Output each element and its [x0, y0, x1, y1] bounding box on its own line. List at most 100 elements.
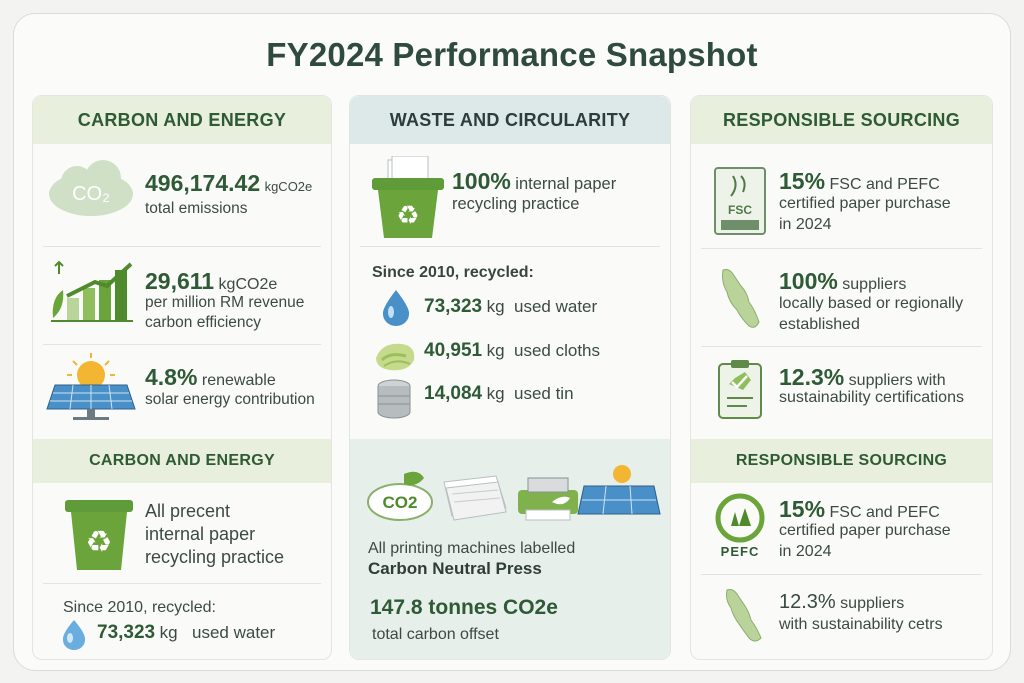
svg-text:CO₂: CO₂ — [72, 183, 110, 205]
certificate-clipboard-icon — [718, 360, 762, 419]
divider — [701, 346, 982, 347]
carbon-energy-header-2: CARBON AND ENERGY — [33, 439, 331, 483]
fsc-line2: certified paper purchase — [779, 195, 951, 212]
fsc-logo-icon: FSC — [714, 167, 766, 235]
fsc-label: FSC and PEFC — [829, 176, 940, 193]
responsible-sourcing-panel: RESPONSIBLE SOURCING FSC 15% FSC and PEF… — [690, 95, 993, 660]
press-line2: Carbon Neutral Press — [368, 559, 542, 578]
cloths-label: used cloths — [514, 341, 600, 360]
page-title: FY2024 Performance Snapshot — [266, 36, 758, 73]
pefc-line3: in 2024 — [779, 543, 832, 560]
efficiency-value: 29,611 — [145, 268, 215, 294]
fsc-pefc-stat: 15% FSC and PEFC — [779, 168, 940, 195]
efficiency-line1: per million RM revenue — [145, 294, 305, 311]
pefc-logo-icon: PEFC — [715, 493, 765, 559]
divider — [701, 248, 982, 249]
local-suppliers-stat: 100% suppliers — [779, 268, 906, 295]
efficiency-line2: carbon efficiency — [145, 314, 262, 331]
waste-circularity-header: WASTE AND CIRCULARITY — [350, 96, 670, 144]
co2-leaf-icon: CO2 — [367, 471, 433, 521]
fsc-value: 15% — [779, 168, 826, 194]
suppliers-certs-line2: with sustainability cetrs — [779, 616, 943, 633]
emissions-value: 496,174.42 — [145, 170, 261, 196]
co2-icon-label: CO2 — [383, 493, 418, 512]
divider — [43, 583, 321, 584]
svg-text:FSC: FSC — [728, 203, 752, 217]
water-unit: kg — [486, 297, 505, 316]
carbon-energy-panel: CARBON AND ENERGY CO₂ 496,174.42 kgCO2e … — [32, 95, 332, 660]
pefc-stat: 15% FSC and PEFC — [779, 496, 940, 523]
suppliers-label: suppliers — [842, 276, 907, 293]
water-value: 73,323 — [424, 296, 483, 317]
since-2010-label: Since 2010, recycled: — [372, 264, 534, 281]
responsible-sourcing-header-2: RESPONSIBLE SOURCING — [691, 439, 992, 483]
paper-recycling-bin-icon: ♻ — [372, 156, 444, 238]
pefc-line2: certified paper purchase — [779, 522, 951, 539]
responsible-sourcing-header: RESPONSIBLE SOURCING — [691, 96, 992, 144]
certified-line2: sustainability certifications — [779, 389, 964, 406]
col1-water-stat: 73,323 kg used water — [97, 622, 275, 644]
certified-suppliers-stat: 12.3% suppliers with — [779, 364, 946, 391]
solar-panel-icon — [46, 353, 136, 420]
recycling-line2: internal paper — [145, 524, 256, 544]
suppliers-line2: locally based or regionally — [779, 295, 964, 312]
carbon-efficiency-stat: 29,611 kgCO2e — [145, 268, 277, 295]
emissions-label: total emissions — [145, 200, 248, 217]
tin-can-icon — [377, 379, 411, 419]
water-label: used water — [514, 297, 598, 316]
suppliers-line3: established — [779, 316, 860, 333]
malaysia-map-icon — [726, 589, 762, 642]
co2-cloud-icon: CO₂ — [49, 160, 133, 216]
svg-text:♻: ♻ — [86, 525, 113, 560]
water-drop-icon — [62, 620, 86, 650]
eco-printer-icon — [518, 477, 578, 521]
paper-recycling-line2: recycling practice — [452, 195, 580, 213]
col1-water-value: 73,323 — [97, 622, 156, 643]
recycled-tin-row: 14,084 kg used tin — [424, 383, 574, 405]
fsc-line3: in 2024 — [779, 216, 832, 233]
col1-water-unit: kg — [159, 623, 178, 642]
press-line1: All printing machines labelled — [368, 540, 576, 557]
pefc-value: 15% — [779, 496, 826, 522]
pefc-label: FSC and PEFC — [829, 504, 940, 521]
carbon-energy-header: CARBON AND ENERGY — [33, 96, 331, 144]
suppliers-certs-value: 12.3% — [779, 591, 836, 613]
waste-circularity-panel: WASTE AND CIRCULARITY ♻ 100% internal pa… — [349, 95, 671, 660]
total-emissions-stat: 496,174.42 kgCO2e — [145, 170, 312, 197]
paper-recycling-line1: internal paper — [515, 175, 617, 193]
paper-recycling-value: 100% — [452, 168, 511, 194]
water-drop-icon — [382, 290, 410, 326]
malaysia-map-icon — [722, 269, 760, 328]
tin-unit: kg — [486, 384, 505, 403]
divider — [43, 246, 321, 247]
growth-chart-icon — [51, 260, 133, 322]
renewable-label: renewable — [201, 372, 276, 389]
renewable-stat: 4.8% renewable — [145, 364, 276, 391]
renewable-value: 4.8% — [145, 364, 198, 390]
suppliers-certs-label: suppliers — [840, 595, 905, 612]
recycled-water-row: 73,323 kg used water — [424, 296, 597, 318]
col1-water-label: used water — [192, 623, 276, 642]
svg-text:PEFC: PEFC — [721, 544, 760, 559]
cloths-value: 40,951 — [424, 340, 483, 361]
recycled-cloths-row: 40,951 kg used cloths — [424, 340, 600, 362]
divider — [43, 344, 321, 345]
paper-recycling-stat: 100% internal paper — [452, 168, 616, 195]
recycling-line3: recycling practice — [145, 547, 285, 567]
svg-text:♻: ♻ — [396, 201, 419, 231]
tin-label: used tin — [514, 384, 574, 403]
tin-value: 14,084 — [424, 383, 483, 404]
carbon-neutral-icons: CO2 — [367, 465, 661, 521]
cloths-unit: kg — [486, 341, 505, 360]
solar-panel-icon — [577, 465, 661, 515]
emissions-unit: kgCO2e — [264, 179, 313, 194]
cloth-icon — [376, 343, 415, 371]
efficiency-unit: kgCO2e — [218, 276, 278, 293]
divider — [360, 246, 660, 247]
suppliers-certs-stat: 12.3% suppliers — [779, 591, 904, 614]
since-2010-label: Since 2010, recycled: — [63, 599, 216, 616]
suppliers-value: 100% — [779, 268, 838, 294]
divider — [701, 574, 982, 575]
recycling-line1: All precent — [145, 501, 231, 521]
renewable-line2: solar energy contribution — [145, 391, 315, 408]
